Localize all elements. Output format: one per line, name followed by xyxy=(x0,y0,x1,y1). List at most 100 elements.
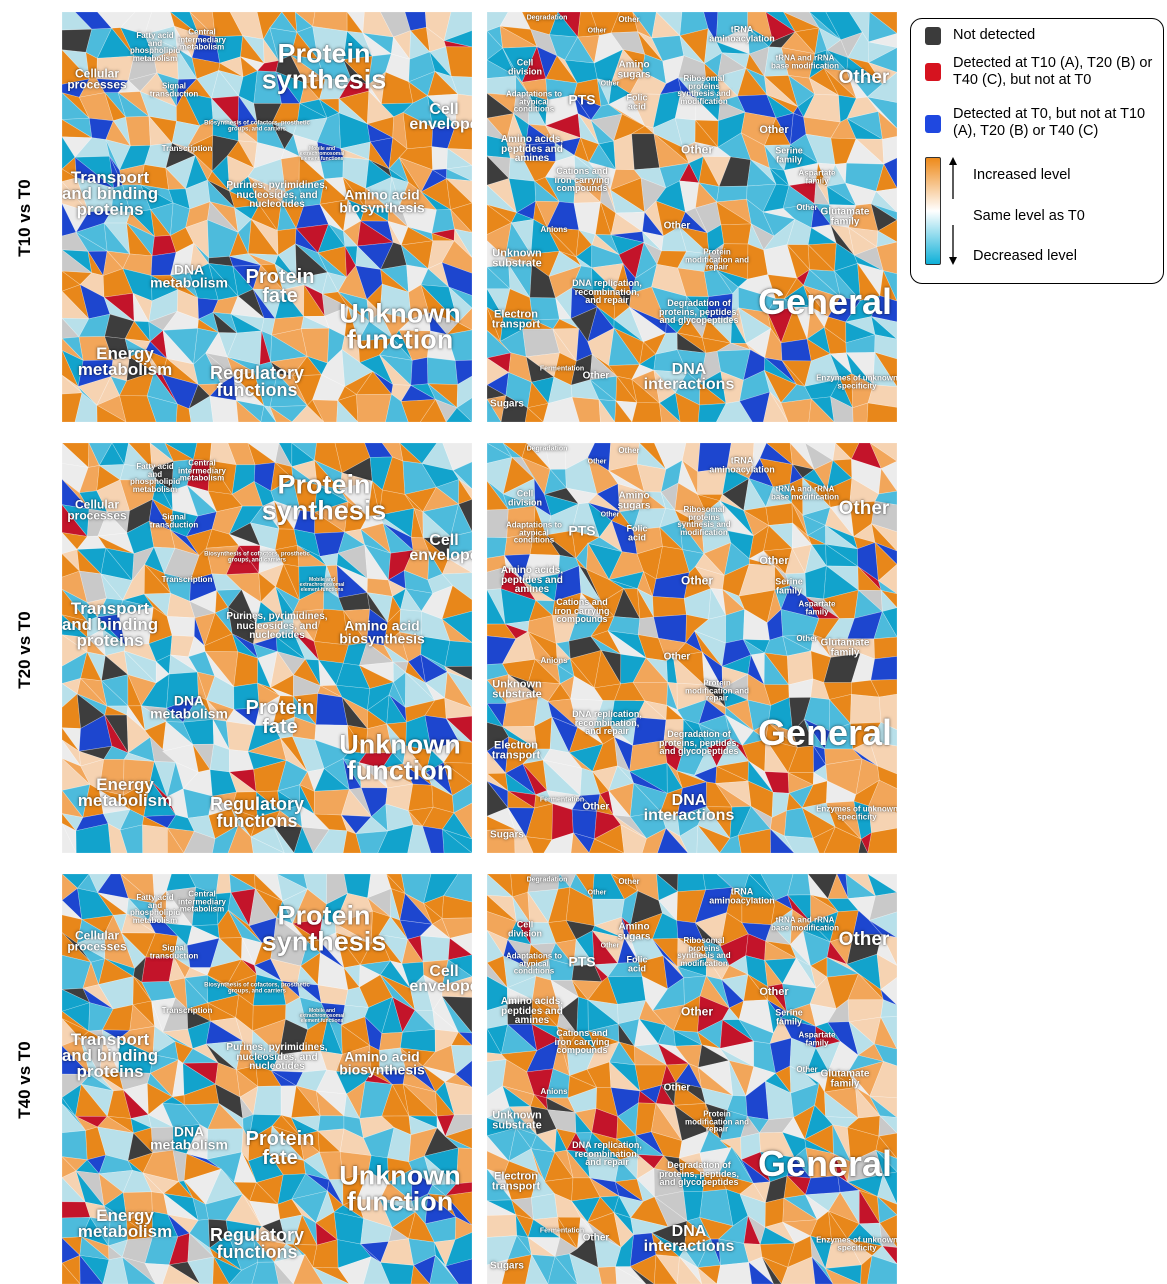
category-label: Other xyxy=(787,635,827,643)
category-label: Degradation xyxy=(507,447,587,454)
category-label: Protein fate xyxy=(225,699,335,737)
cell xyxy=(445,641,472,667)
category-label: Aspartate family xyxy=(787,600,847,615)
category-label: tRNA and rRNA base modification xyxy=(768,916,843,931)
gradient-bar xyxy=(925,157,941,265)
category-label: Biosynthesis of cofactors, prosthetic gr… xyxy=(202,121,312,132)
category-label: Biosynthesis of cofactors, prosthetic gr… xyxy=(202,983,312,994)
category-label: Other xyxy=(609,878,649,886)
category-label: Protein fate xyxy=(225,1130,335,1168)
category-label: Other xyxy=(787,1066,827,1074)
category-label: Cellular processes xyxy=(62,500,132,523)
category-label: Central intermediary metabolism xyxy=(175,891,230,914)
category-label: Other xyxy=(577,29,617,36)
category-label: Fatty acid and phospholipid metabolism xyxy=(130,463,180,493)
category-label: Ribosomal proteins synthesis and modific… xyxy=(669,75,739,105)
treemap-panel: Fatty acid and phospholipid metabolism Ce… xyxy=(62,443,472,853)
category-label: Anions xyxy=(534,1088,574,1096)
category-label: Ribosomal proteins synthesis and modific… xyxy=(669,937,739,967)
legend-text: Detected at T0, but not at T10 (A), T20 … xyxy=(953,106,1163,141)
category-label: DNA replication, recombination, and repa… xyxy=(567,279,647,305)
category-label: Unknown substrate xyxy=(487,249,547,270)
category-label: Unknown substrate xyxy=(487,1111,547,1132)
category-label: Degradation xyxy=(507,878,587,885)
category-label: DNA replication, recombination, and repa… xyxy=(567,1141,647,1167)
category-label: Sugars xyxy=(487,830,527,840)
cell xyxy=(726,609,745,643)
category-label: Purines, pyrimidines, nucleosides, and n… xyxy=(217,1043,337,1072)
category-label: Other xyxy=(657,221,697,231)
swatch xyxy=(925,115,941,133)
category-label: Amino sugars xyxy=(604,492,664,511)
category-label: Protein synthesis xyxy=(244,472,404,523)
cell xyxy=(62,1130,87,1159)
category-label: DNA metabolism xyxy=(139,264,239,291)
category-label: Signal transduction xyxy=(144,513,204,528)
category-label: Enzymes of unknown specificity xyxy=(812,805,897,820)
category-label: Enzymes of unknown specificity xyxy=(812,374,897,389)
category-label: Transport and binding proteins xyxy=(62,170,160,218)
category-label: Cell division xyxy=(500,920,550,937)
category-label: Serine family xyxy=(764,1008,814,1025)
category-label: Other xyxy=(824,931,897,949)
category-label: Amino acid biosynthesis xyxy=(327,620,437,647)
category-label: Other xyxy=(590,82,630,89)
cell xyxy=(234,652,258,687)
swatch xyxy=(925,63,941,81)
category-label: PTS xyxy=(562,955,602,968)
category-label: Cell envelope xyxy=(404,964,472,994)
category-label: Unknown function xyxy=(320,732,472,783)
cell xyxy=(427,357,457,384)
category-label: DNA replication, recombination, and repa… xyxy=(567,710,647,736)
cell xyxy=(411,357,428,385)
category-label: Fatty acid and phospholipid metabolism xyxy=(130,32,180,62)
category-label: DNA metabolism xyxy=(139,695,239,722)
category-label: Other xyxy=(677,144,717,155)
swatch xyxy=(925,27,941,45)
category-label: Regulatory functions xyxy=(187,796,327,830)
legend-text: Decreased level xyxy=(973,248,1077,265)
category-label: Other xyxy=(657,1083,697,1093)
category-label: Adaptations to atypical conditions xyxy=(499,953,569,976)
cell xyxy=(721,224,751,244)
cell xyxy=(421,936,450,962)
category-label: Mobile and extrachromosomal element func… xyxy=(292,1009,352,1023)
category-label: PTS xyxy=(562,524,602,537)
cell xyxy=(717,1262,752,1284)
category-label: Cations and iron carrying compounds xyxy=(547,598,617,624)
category-label: Other xyxy=(677,1006,717,1017)
category-label: Protein fate xyxy=(225,268,335,306)
treemap-panel: Fatty acid and phospholipid metabolism Ce… xyxy=(62,12,472,422)
legend-text: Same level as T0 xyxy=(973,208,1085,225)
category-label: Serine family xyxy=(764,146,814,163)
category-label: General xyxy=(745,1147,897,1181)
category-label: Amino acid biosynthesis xyxy=(327,1051,437,1078)
cell xyxy=(487,1215,517,1238)
category-label: Protein modification and repair xyxy=(682,249,752,272)
category-label: Biosynthesis of cofactors, prosthetic gr… xyxy=(202,552,312,563)
category-label: Mobile and extrachromosomal element func… xyxy=(292,578,352,592)
category-label: Sugars xyxy=(487,1261,527,1271)
category-label: Transcription xyxy=(152,576,222,584)
cell xyxy=(253,1086,281,1115)
category-label: Other xyxy=(754,987,794,997)
treemap-panel: DegradationOthertRNA aminoacylationCell … xyxy=(487,12,897,422)
category-label: Sugars xyxy=(487,399,527,409)
cell xyxy=(432,147,448,170)
cell xyxy=(210,396,238,422)
cell xyxy=(632,403,662,422)
category-label: Transport and binding proteins xyxy=(62,601,160,649)
category-label: Amino sugars xyxy=(604,61,664,80)
category-label: Adaptations to atypical conditions xyxy=(499,91,569,114)
treemap-panel: DegradationOthertRNA aminoacylationCell … xyxy=(487,874,897,1284)
category-label: Degradation of proteins, peptides, and g… xyxy=(654,1161,744,1187)
category-label: Folic acid xyxy=(617,524,657,541)
category-label: DNA interactions xyxy=(629,362,749,392)
cell xyxy=(531,1194,557,1220)
cell xyxy=(781,339,811,361)
category-label: tRNA aminoacylation xyxy=(702,25,782,42)
treemap-panel: Fatty acid and phospholipid metabolismCe… xyxy=(62,874,472,1284)
category-label: Cell envelope xyxy=(404,102,472,132)
category-label: Electron transport xyxy=(487,741,546,762)
category-label: PTS xyxy=(562,93,602,106)
